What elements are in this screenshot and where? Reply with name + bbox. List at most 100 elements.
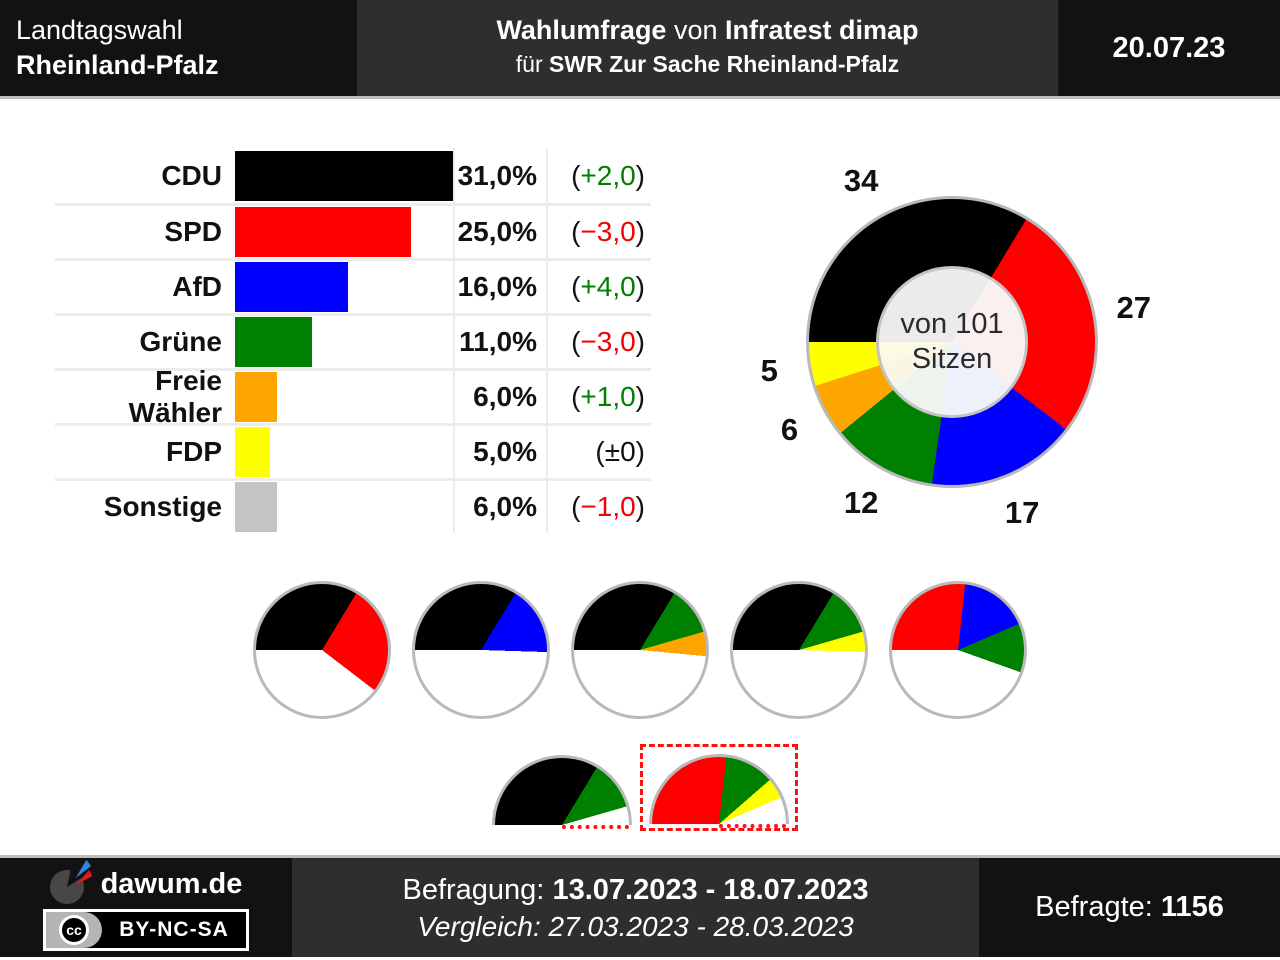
branding: dawum.de cc BY-NC-SA <box>0 858 292 957</box>
paren-open: ( <box>571 381 581 412</box>
client-name: SWR Zur Sache Rheinland-Pfalz <box>549 51 900 77</box>
poll-row: Grüne 11,0% (−3,0) <box>55 313 651 368</box>
footer-bar: dawum.de cc BY-NC-SA Befragung: 13.07.20… <box>0 855 1280 957</box>
respondents: Befragte: 1156 <box>979 858 1280 957</box>
party-label: Sonstige <box>103 491 222 522</box>
party-change: (+4,0) <box>548 271 649 303</box>
comparison-line: Vergleich: 27.03.2023 - 28.03.2023 <box>417 910 854 942</box>
seat-count-label: 17 <box>1004 495 1040 531</box>
party-bar <box>235 207 411 257</box>
party-change: (+2,0) <box>548 160 649 192</box>
poll-results-table: CDU 31,0% (+2,0) SPD 25,0% (−3,0) AfD 16,0% (+4,… <box>55 148 651 533</box>
majority-gap-marker <box>719 824 786 828</box>
survey-dates-line: Befragung: 13.07.2023 - 18.07.2023 <box>402 871 868 909</box>
coalition-pie-1 <box>253 581 391 719</box>
change-value: ±0 <box>604 436 636 467</box>
party-label: Grüne <box>139 326 222 357</box>
brand-name: dawum.de <box>100 867 243 900</box>
for-text: für <box>515 51 550 77</box>
poll-row: Sonstige 6,0% (−1,0) <box>55 478 651 533</box>
party-percent: 31,0% <box>455 148 548 203</box>
party-bar-cell <box>235 481 455 533</box>
poll-row: CDU 31,0% (+2,0) <box>55 148 651 203</box>
brand-row: dawum.de <box>49 864 243 904</box>
pollster-name: Infratest dimap <box>725 15 919 45</box>
seat-count-label: 34 <box>843 162 879 198</box>
seat-count-label: 5 <box>760 352 778 388</box>
cc-icon-area: cc <box>46 912 102 948</box>
seat-count-label: 12 <box>843 485 879 521</box>
party-bar-cell <box>235 148 455 203</box>
coalition-semicircle-cdu-gruene <box>492 755 632 829</box>
party-percent: 11,0% <box>455 316 548 368</box>
party-label: CDU <box>161 159 222 191</box>
cc-icon: cc <box>59 915 89 945</box>
party-bar-cell <box>235 316 455 368</box>
coalition-semicircle-spd-gruene-fdp <box>649 754 789 828</box>
party-bar <box>235 372 278 422</box>
current-government-highlight <box>640 744 798 831</box>
client-line: für SWR Zur Sache Rheinland-Pfalz <box>357 48 1058 81</box>
change-value: −3,0 <box>580 216 636 247</box>
party-change: (−3,0) <box>548 326 649 358</box>
party-bar <box>235 150 453 201</box>
party-bar-cell <box>235 206 455 258</box>
party-bar <box>235 262 348 312</box>
change-value: −3,0 <box>580 326 636 357</box>
party-bar <box>235 482 278 532</box>
party-percent: 6,0% <box>455 481 548 533</box>
party-label: Freie Wähler <box>128 365 222 428</box>
party-change: (±0) <box>548 436 649 468</box>
poll-row: AfD 16,0% (+4,0) <box>55 258 651 313</box>
party-bar <box>235 317 313 367</box>
party-change: (+1,0) <box>548 381 649 413</box>
change-value: +2,0 <box>580 159 636 191</box>
majority-gap-marker <box>562 825 629 829</box>
party-percent: 16,0% <box>455 261 548 313</box>
seat-count-label: 27 <box>1116 289 1152 325</box>
seat-count-label: 6 <box>780 412 799 448</box>
donut-center: von 101 Sitzen <box>876 266 1028 418</box>
party-bar-cell <box>235 426 455 478</box>
paren-close: ) <box>635 491 645 522</box>
majority-coalition-row <box>253 581 1027 719</box>
party-change: (−3,0) <box>548 216 649 248</box>
paren-close: ) <box>635 271 645 302</box>
infographic-body: CDU 31,0% (+2,0) SPD 25,0% (−3,0) AfD 16,0% (+4,… <box>0 99 1280 855</box>
poll-row: Freie Wähler 6,0% (+1,0) <box>55 365 651 428</box>
paren-open: ( <box>571 491 581 522</box>
donut-center-line1: von 101 <box>900 307 1004 340</box>
paren-open: ( <box>571 326 581 357</box>
seat-distribution-donut: von 101 Sitzen 34 27 17 12 6 5 <box>760 152 1151 532</box>
election-title: Landtagswahl Rheinland-Pfalz <box>0 0 357 96</box>
party-bar-cell <box>235 371 455 423</box>
respondents-label: Befragte: <box>1035 891 1161 923</box>
publication-date: 20.07.23 <box>1058 0 1280 96</box>
header-bar: Landtagswahl Rheinland-Pfalz Wahlumfrage… <box>0 0 1280 99</box>
survey-period: Befragung: 13.07.2023 - 18.07.2023 Vergl… <box>292 858 979 957</box>
pollster-line: Wahlumfrage von Infratest dimap <box>357 12 1058 48</box>
donut-center-line2: Sitzen <box>911 343 993 375</box>
coalition-pie-5 <box>889 581 1027 719</box>
dawum-logo-icon <box>49 864 92 904</box>
coalition-pie-4 <box>730 581 868 719</box>
source-attribution: Wahlumfrage von Infratest dimap für SWR … <box>357 0 1058 96</box>
party-label: FDP <box>166 436 222 467</box>
coalition-pie-3 <box>571 581 709 719</box>
change-value: +4,0 <box>580 271 636 302</box>
paren-open: ( <box>595 436 605 467</box>
poll-type: Wahlumfrage <box>496 15 667 45</box>
paren-close: ) <box>635 326 645 357</box>
survey-label: Befragung: <box>402 873 553 906</box>
connector-text: von <box>666 15 725 45</box>
change-value: −1,0 <box>580 491 636 522</box>
survey-dates: 13.07.2023 - 18.07.2023 <box>552 873 869 906</box>
paren-close: ) <box>635 216 645 247</box>
party-percent: 6,0% <box>455 371 548 423</box>
party-bar-cell <box>235 261 455 313</box>
change-value: +1,0 <box>580 381 636 412</box>
party-change: (−1,0) <box>548 491 649 523</box>
paren-close: ) <box>635 436 645 467</box>
donut-ring: von 101 Sitzen <box>806 196 1098 488</box>
